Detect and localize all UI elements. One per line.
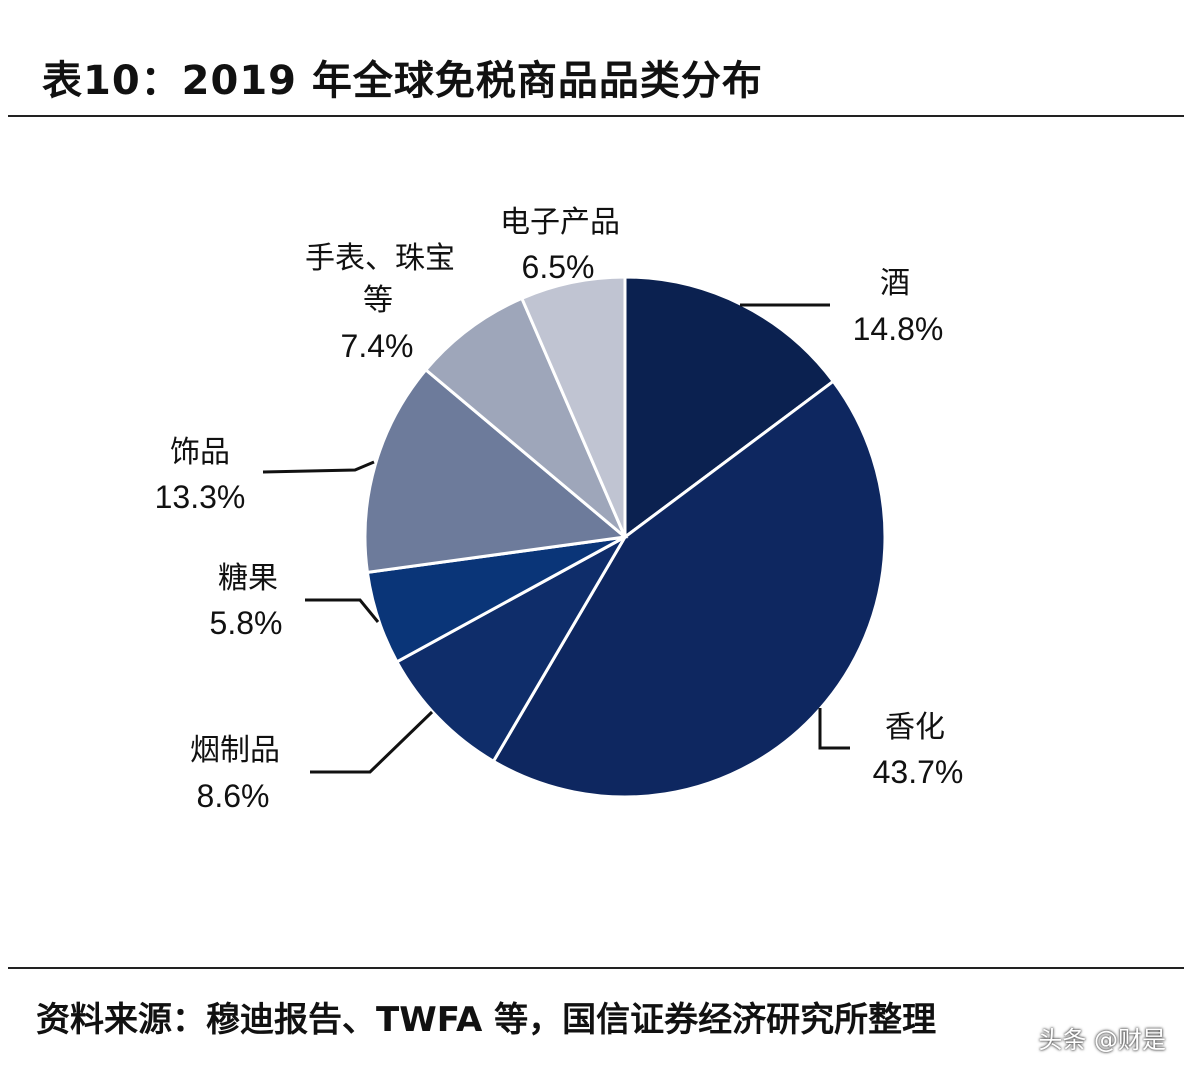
slice-label-0: 酒 [880,266,910,301]
leader-line-4 [262,460,375,474]
leader-line-3 [305,598,380,623]
slice-label-5: 手表、珠宝 [305,241,455,276]
pie-slice-2 [394,533,630,764]
slice-value-label-1: 43.7% [873,754,964,790]
slice-value-label-6: 6.5% [522,249,595,285]
slice-label-4: 饰品 [170,435,230,470]
slice-label-3: 糖果 [218,561,278,596]
chart-title: 表10：2019 年全球免税商品品类分布 [42,58,763,104]
slice-label-6: 电子产品 [500,205,620,240]
leader-line-2 [310,710,434,774]
slice-value-label-5: 7.4% [341,328,414,364]
leader-line-1 [818,708,850,750]
pie-slice-4 [363,367,629,575]
slice-label-5: 等 [363,283,393,318]
source-note: 资料来源：穆迪报告、TWFA 等，国信证券经济研究所整理 [36,1000,937,1040]
footer-divider [8,967,1184,969]
slice-label-1: 香化 [885,710,945,745]
slice-value-label-4: 13.3% [155,479,246,515]
watermark: 头条 @财是 [1038,1026,1166,1054]
slice-value-label-3: 5.8% [210,605,283,641]
pie-slice-5 [423,296,627,539]
slice-value-label-2: 8.6% [197,778,270,814]
slice-value-label-0: 14.8% [853,311,944,347]
pie-slice-6 [519,275,627,538]
slice-label-2: 烟制品 [190,733,280,768]
title-divider [8,115,1184,117]
